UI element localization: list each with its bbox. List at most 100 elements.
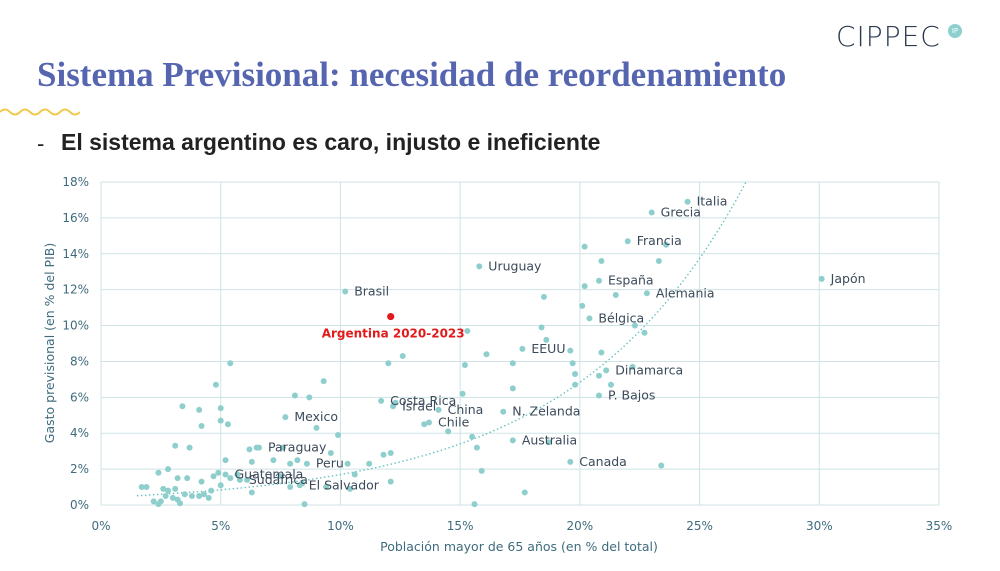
- data-point: [643, 290, 650, 297]
- data-point: [385, 360, 392, 367]
- x-tick-label: 30%: [806, 519, 833, 533]
- data-point: [224, 421, 231, 428]
- data-point: [509, 437, 516, 444]
- data-point: [471, 501, 478, 508]
- data-point: [200, 491, 207, 498]
- data-point: [445, 428, 452, 435]
- point-label: N. Zelanda: [512, 404, 580, 419]
- data-point: [596, 277, 603, 284]
- point-label: Australia: [522, 432, 577, 447]
- data-point: [294, 457, 301, 464]
- data-point: [631, 322, 638, 329]
- data-point: [212, 381, 219, 388]
- y-tick-label: 16%: [62, 211, 89, 225]
- data-point: [473, 444, 480, 451]
- data-point: [387, 478, 394, 485]
- data-point: [327, 449, 334, 456]
- slide-title: Sistema Previsional: necesidad de reorde…: [37, 55, 787, 94]
- data-point: [351, 471, 358, 478]
- point-label: Costa Rica: [390, 393, 456, 408]
- point-label: Japón: [830, 271, 866, 286]
- data-point: [572, 371, 579, 378]
- cippec-logo: CIPPEC: [836, 20, 941, 53]
- data-point: [296, 482, 303, 489]
- data-point: [684, 198, 691, 205]
- x-tick-label: 10%: [327, 519, 354, 533]
- data-point: [181, 491, 188, 498]
- data-point: [215, 469, 222, 476]
- data-point: [586, 315, 593, 322]
- point-label: Bélgica: [598, 310, 644, 325]
- data-point: [196, 406, 203, 413]
- highlight-label: Argentina 2020-2023: [322, 327, 465, 341]
- point-label: Paraguay: [268, 440, 327, 455]
- data-point: [217, 482, 224, 489]
- data-point: [469, 433, 476, 440]
- data-point: [177, 500, 184, 507]
- data-point: [198, 478, 205, 485]
- data-point: [172, 485, 179, 492]
- data-point: [378, 397, 385, 404]
- data-point: [179, 403, 186, 410]
- data-point: [155, 469, 162, 476]
- point-label: Alemania: [656, 285, 715, 300]
- logo-badge-icon: IP: [948, 24, 962, 38]
- slide-subtitle: El sistema argentino es caro, injusto e …: [61, 129, 601, 155]
- data-point: [478, 467, 485, 474]
- data-point: [426, 419, 433, 426]
- data-point: [658, 462, 665, 469]
- data-point: [217, 405, 224, 412]
- data-point: [210, 473, 217, 480]
- point-label: Sudáfrica: [249, 472, 308, 487]
- data-point: [387, 449, 394, 456]
- data-point: [270, 457, 277, 464]
- data-point: [174, 475, 181, 482]
- point-label: Mexico: [294, 409, 338, 424]
- data-point: [323, 484, 330, 491]
- data-point: [603, 367, 610, 374]
- data-point: [545, 439, 552, 446]
- data-point: [598, 257, 605, 264]
- data-point: [543, 336, 550, 343]
- data-point: [598, 349, 605, 356]
- data-point: [655, 257, 662, 264]
- data-point: [596, 372, 603, 379]
- point-label: Canada: [579, 454, 627, 469]
- data-point: [464, 327, 471, 334]
- y-tick-label: 2%: [70, 462, 89, 476]
- data-point: [248, 458, 255, 465]
- point-label: Brasil: [354, 283, 389, 298]
- point-label: EEUU: [531, 341, 565, 356]
- data-point: [607, 381, 614, 388]
- point-label: Italia: [697, 194, 728, 209]
- data-point: [509, 360, 516, 367]
- highlight-point: [387, 312, 395, 321]
- data-point: [579, 302, 586, 309]
- data-point: [162, 493, 169, 500]
- data-point: [227, 360, 234, 367]
- point-label: Uruguay: [488, 258, 542, 273]
- data-point: [483, 351, 490, 358]
- data-point: [279, 444, 286, 451]
- data-point: [581, 243, 588, 250]
- data-point: [818, 275, 825, 282]
- x-tick-label: 15%: [447, 519, 474, 533]
- data-point: [277, 473, 284, 480]
- x-tick-label: 20%: [567, 519, 594, 533]
- data-point: [519, 345, 526, 352]
- data-point: [366, 460, 373, 467]
- data-point: [301, 501, 308, 508]
- data-point: [380, 451, 387, 458]
- point-label: Dinamarca: [615, 362, 683, 377]
- point-label: Guatemala: [235, 466, 304, 481]
- data-point: [306, 394, 313, 401]
- chart-grid: [100, 181, 940, 506]
- scatter-chart: 0% 5% 10% 15% 20% 25% 30% 35% 0% 2% 4% 6% 8% 10% 12% 14…: [42, 175, 952, 554]
- x-tick-label: 25%: [686, 519, 713, 533]
- data-point: [227, 475, 234, 482]
- data-point: [624, 238, 631, 245]
- point-label: Peru: [316, 456, 344, 471]
- point-label: Grecia: [661, 205, 701, 220]
- y-tick-label: 8%: [70, 354, 89, 368]
